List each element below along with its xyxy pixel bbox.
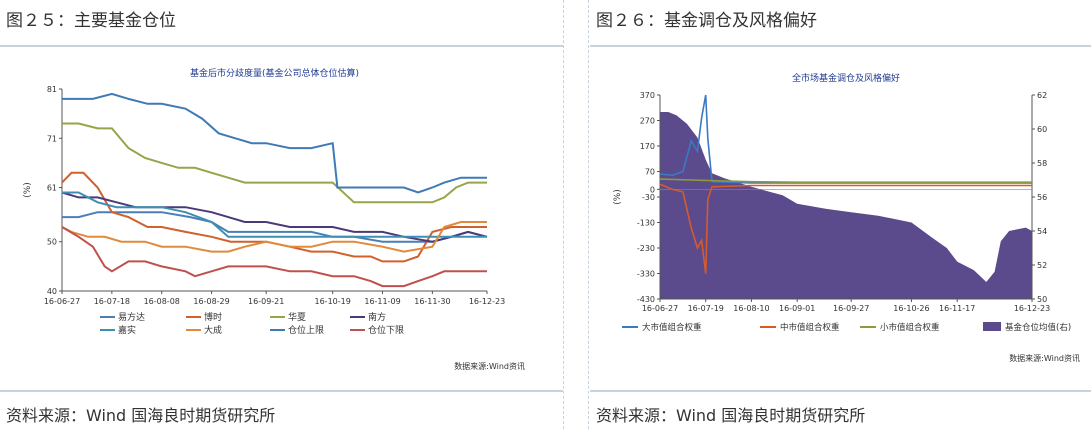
x-tick-label: 16-07-19	[688, 304, 724, 313]
y2-tick-label: 58	[1037, 159, 1047, 168]
y-tick-label: 50	[47, 238, 57, 247]
y-axis-label: (%)	[23, 182, 33, 198]
x-tick-label: 16-06-27	[44, 297, 80, 306]
x-tick-label: 16-07-18	[94, 297, 130, 306]
x-tick-label: 16-11-17	[939, 304, 975, 313]
y-tick-label: 40	[47, 287, 57, 296]
series-line	[62, 92, 487, 194]
right-title-rule	[590, 45, 1091, 47]
legend-label: 中市值组合权重	[780, 322, 840, 333]
left-figure-title: 图２５：主要基金仓位	[6, 11, 176, 31]
right-figure-panel: 图２６：基金调仓及风格偏好 全市场基金调仓及风格偏好 (%) 370 270 170 70…	[590, 0, 1091, 429]
y-tick-label: 71	[47, 134, 57, 143]
x-tick-label: 16-08-29	[193, 297, 229, 306]
y2-tick-label: 62	[1037, 91, 1047, 100]
x-tick-label: 16-09-21	[248, 297, 284, 306]
left-source-rule	[0, 390, 563, 392]
y-tick-label: 170	[640, 142, 655, 151]
series-line	[61, 226, 487, 288]
left-figure-panel: 图２５：主要基金仓位 基金后市分歧度量(基金公司总体仓位估算) (%) 40 50 61…	[0, 11, 563, 425]
x-tick-label: 16-09-27	[833, 304, 869, 313]
x-tick-label: 16-10-26	[893, 304, 929, 313]
x-tick-label: 16-12-23	[1014, 304, 1050, 313]
legend-label: 华夏	[288, 311, 306, 323]
y-tick-label: 0	[650, 185, 655, 194]
y2-tick-label: 52	[1037, 261, 1047, 270]
legend-label: 南方	[368, 311, 386, 323]
x-tick-label: 16-12-23	[469, 297, 505, 306]
x-tick-label: 16-06-27	[642, 304, 678, 313]
legend-label: 博时	[204, 311, 222, 323]
source-note: 数据来源:Wind资讯	[1009, 353, 1080, 363]
series-line	[659, 183, 1032, 274]
y-tick-label: -330	[637, 270, 655, 279]
legend-label: 小市值组合权重	[880, 322, 940, 333]
source-note: 数据来源:Wind资讯	[454, 361, 525, 371]
y-tick-label: -130	[637, 219, 655, 228]
legend-label: 仓位下限	[368, 324, 404, 336]
series-line	[659, 94, 1032, 184]
x-tick-label: 16-08-08	[144, 297, 180, 306]
legend-swatch	[983, 322, 1001, 331]
legend-label: 仓位上限	[288, 324, 324, 336]
y2-tick-label: 50	[1037, 295, 1047, 304]
y-tick-label: 61	[47, 184, 57, 193]
left-chart: 基金后市分歧度量(基金公司总体仓位估算) (%) 40 50 61 71 81 16-06-2…	[23, 67, 525, 371]
x-tick-label: 16-08-10	[733, 304, 769, 313]
y-tick-label: 370	[640, 91, 655, 100]
y-axis-label: (%)	[613, 189, 623, 205]
left-figure-source: 资料来源：Wind 国海良时期货研究所	[6, 406, 276, 425]
y2-tick-label: 56	[1037, 193, 1047, 202]
y2-tick-label: 60	[1037, 125, 1047, 134]
right-chart: 全市场基金调仓及风格偏好 (%) 370 270 170 70 0-30 -130 -230 -3…	[613, 72, 1080, 363]
panel-divider-2	[588, 0, 589, 429]
legend-label: 大市值组合权重	[642, 322, 702, 333]
x-tick-label: 16-09-01	[779, 304, 815, 313]
x-tick-label: 16-11-09	[364, 297, 400, 306]
series-line	[62, 122, 487, 204]
legend-label: 易方达	[118, 311, 145, 323]
series-line	[659, 178, 1032, 183]
chart-title: 全市场基金调仓及风格偏好	[792, 72, 900, 84]
panel-divider	[563, 0, 564, 429]
series-line	[62, 211, 488, 243]
y-tick-label: -30	[642, 193, 655, 202]
area-series-fund-position	[660, 112, 1032, 299]
series-line	[61, 191, 488, 243]
y-tick-label: 81	[47, 85, 57, 94]
y-tick-label: -430	[637, 295, 655, 304]
x-tick-label: 16-11-30	[414, 297, 450, 306]
y2-tick-label: 54	[1037, 227, 1047, 236]
left-title-rule	[0, 45, 563, 47]
right-figure-source: 资料来源：Wind 国海良时期货研究所	[596, 406, 866, 425]
y-tick-label: -230	[637, 244, 655, 253]
right-figure-title: 图２６：基金调仓及风格偏好	[596, 11, 817, 31]
right-source-rule	[590, 390, 1091, 392]
legend-label: 基金仓位均值(右)	[1005, 322, 1071, 333]
series-line	[62, 191, 487, 238]
x-tick-label: 16-10-19	[315, 297, 351, 306]
legend-label: 大成	[204, 324, 222, 336]
chart-title: 基金后市分歧度量(基金公司总体仓位估算)	[190, 67, 359, 79]
y-tick-label: 70	[645, 168, 655, 177]
y-tick-label: 270	[640, 117, 655, 126]
series-line	[61, 221, 487, 253]
legend-label: 嘉实	[118, 324, 136, 336]
